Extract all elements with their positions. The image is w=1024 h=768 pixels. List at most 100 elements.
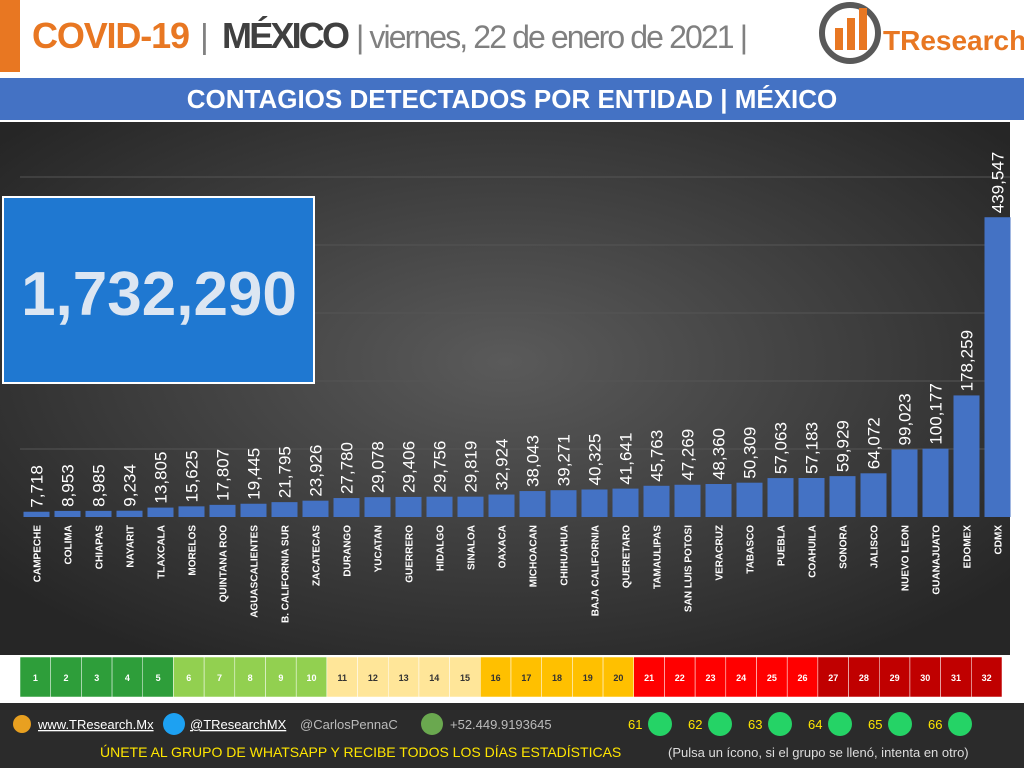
- rank-cell: [633, 656, 665, 698]
- web-link[interactable]: www.TResearch.Mx: [37, 717, 154, 732]
- value-label: 27,780: [338, 442, 357, 494]
- value-label: 13,805: [152, 452, 171, 504]
- rank-number: 26: [798, 673, 808, 683]
- value-label: 17,807: [214, 449, 233, 501]
- category-label: TAMAULIPAS: [653, 525, 664, 589]
- bar: [333, 498, 360, 517]
- category-label: MICHOACAN: [529, 525, 540, 587]
- rank-number: 14: [429, 673, 439, 683]
- bar: [922, 448, 949, 517]
- bar: [984, 217, 1011, 517]
- category-label: EDOMEX: [963, 525, 974, 569]
- value-label: 21,795: [276, 446, 295, 498]
- rank-number: 12: [368, 673, 378, 683]
- rank-cell: [510, 656, 542, 698]
- category-label: GUERRERO: [405, 525, 416, 583]
- twitter-link[interactable]: @TResearchMX: [190, 717, 287, 732]
- whatsapp-icon[interactable]: [888, 712, 912, 736]
- value-label: 59,929: [834, 420, 853, 472]
- rank-number: 19: [583, 673, 593, 683]
- category-label: SONORA: [839, 525, 850, 569]
- rank-number: 31: [951, 673, 961, 683]
- value-label: 40,325: [586, 433, 605, 485]
- header-country: MÉXICO: [222, 15, 350, 56]
- rank-number: 3: [94, 673, 99, 683]
- value-label: 29,406: [400, 441, 419, 493]
- rank-cell: [756, 656, 788, 698]
- rank-number: 30: [920, 673, 930, 683]
- bar: [488, 494, 515, 517]
- logo-text: TResearch: [883, 25, 1024, 56]
- whatsapp-icon[interactable]: [648, 712, 672, 736]
- value-label: 19,445: [245, 448, 264, 500]
- whatsapp-groups: 61 62 63 64 65 66: [628, 712, 972, 736]
- header-date: | viernes, 22 de enero de 2021 |: [356, 19, 748, 55]
- category-label: GUANAJUATO: [932, 525, 943, 595]
- group-number[interactable]: 65: [868, 717, 882, 732]
- rank-number: 27: [828, 673, 838, 683]
- rank-cell: [173, 656, 205, 698]
- value-label: 39,271: [555, 434, 574, 486]
- rank-number: 2: [64, 673, 69, 683]
- rank-number: 4: [125, 673, 130, 683]
- category-label: ZACATECAS: [312, 525, 323, 586]
- rank-number: 16: [491, 673, 501, 683]
- whatsapp-icon[interactable]: [828, 712, 852, 736]
- value-label: 32,924: [493, 439, 512, 491]
- category-label: SINALOA: [467, 525, 478, 570]
- category-label: AGUASCALIENTES: [250, 525, 261, 618]
- whatsapp-icon[interactable]: [708, 712, 732, 736]
- header-accent: [0, 0, 20, 72]
- logo: TResearch: [819, 2, 1024, 64]
- bar: [271, 502, 298, 517]
- whatsapp-icon[interactable]: [948, 712, 972, 736]
- bar: [54, 510, 81, 517]
- bar: [736, 482, 763, 517]
- bar: [891, 449, 918, 517]
- rank-cell: [111, 656, 143, 698]
- category-label: BAJA CALIFORNIA: [591, 525, 602, 616]
- bar: [364, 497, 391, 517]
- value-label: 439,547: [989, 152, 1008, 213]
- rank-cell: [480, 656, 512, 698]
- group-number[interactable]: 66: [928, 717, 942, 732]
- value-label: 48,360: [710, 428, 729, 480]
- bar: [767, 478, 794, 517]
- bar: [85, 510, 112, 517]
- rank-cell: [81, 656, 113, 698]
- header-title: COVID-19: [32, 15, 190, 56]
- bar: [643, 485, 670, 517]
- rank-number: 28: [859, 673, 869, 683]
- category-label: YUCATAN: [374, 525, 385, 572]
- rank-cell: [786, 656, 819, 698]
- category-label: TLAXCALA: [157, 525, 168, 579]
- category-label: OAXACA: [498, 525, 509, 568]
- twitter-icon: [163, 713, 185, 735]
- rank-cell: [326, 656, 358, 698]
- bar: [147, 507, 174, 517]
- rank-cell: [725, 656, 757, 698]
- total-box: [2, 196, 315, 384]
- twitter-link-2[interactable]: @CarlosPennaC: [300, 717, 398, 732]
- rank-cell: [203, 656, 236, 698]
- group-number[interactable]: 62: [688, 717, 702, 732]
- bar: [23, 511, 50, 517]
- value-label: 178,259: [958, 330, 977, 391]
- category-label: COAHUILA: [808, 525, 819, 578]
- phone-icon: [421, 713, 443, 735]
- group-number[interactable]: 64: [808, 717, 822, 732]
- group-number[interactable]: 61: [628, 717, 642, 732]
- group-number[interactable]: 63: [748, 717, 762, 732]
- bar: [612, 488, 639, 517]
- category-label: CHIAPAS: [95, 525, 106, 570]
- category-label: TABASCO: [746, 525, 757, 574]
- value-label: 41,641: [617, 433, 636, 485]
- value-label: 29,756: [431, 441, 450, 493]
- whatsapp-icon[interactable]: [768, 712, 792, 736]
- bar: [209, 504, 236, 517]
- rank-number: 7: [217, 673, 222, 683]
- phone: +52.449.9193645: [450, 717, 552, 732]
- rank-cell: [418, 656, 450, 698]
- category-label: CDMX: [994, 525, 1005, 555]
- value-label: 100,177: [927, 383, 946, 444]
